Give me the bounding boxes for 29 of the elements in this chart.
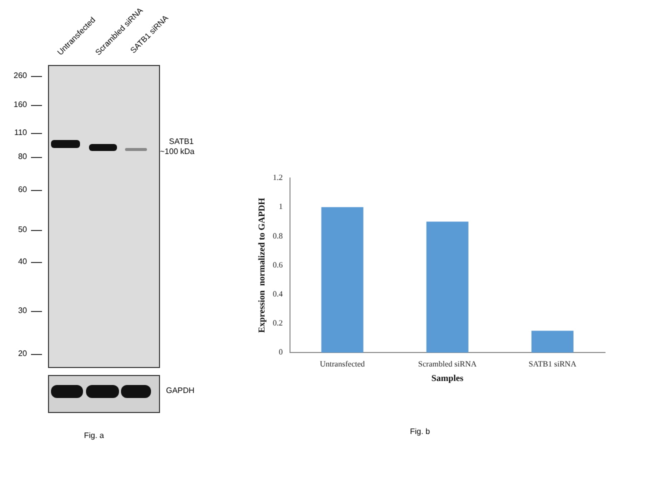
text: 260 — [14, 71, 27, 80]
y-tick-label: 0.4 — [272, 289, 283, 298]
y-axis-title: Expression normalized to GAPDH — [256, 198, 267, 333]
text: 80 — [18, 152, 27, 161]
text: 60 — [18, 185, 27, 194]
text: GAPDH — [166, 386, 194, 395]
text: SATB1 — [169, 137, 194, 146]
text: 50 — [18, 225, 27, 234]
text: 160 — [14, 100, 27, 109]
y-tick-label: 0.8 — [272, 231, 283, 240]
text: 110 — [14, 128, 27, 137]
text: Fig. a — [84, 431, 104, 440]
x-tick-label: Scrambled siRNA — [418, 359, 477, 368]
bar — [321, 207, 364, 353]
text: Fig. b — [408, 427, 431, 436]
y-tick-label: 0 — [278, 348, 283, 357]
bar — [426, 222, 468, 353]
bar — [531, 330, 574, 353]
x-tick-label: SATB1 siRNA — [528, 359, 577, 368]
text: 20 — [18, 349, 27, 358]
text: 30 — [18, 306, 27, 315]
y-tick-label: 0.2 — [272, 318, 283, 328]
x-tick-label: Untransfected — [320, 359, 365, 368]
y-tick-label: 1.2 — [272, 173, 283, 182]
text: 40 — [18, 257, 27, 266]
text: ~100 kDa — [160, 147, 194, 156]
x-axis-title: Samples — [431, 372, 464, 383]
y-tick-label: 1 — [278, 202, 283, 212]
y-tick-label: 0.6 — [272, 260, 283, 270]
